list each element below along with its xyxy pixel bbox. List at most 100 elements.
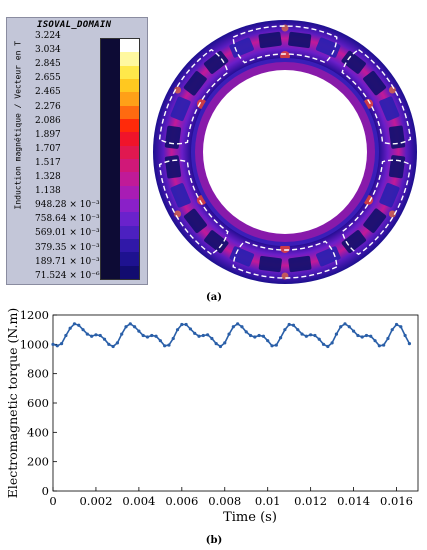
data-point [184, 322, 188, 327]
data-point [270, 344, 274, 348]
legend-axis-label: Induction magnétique / Vecteur en T [13, 40, 23, 210]
y-tick-label: 400 [27, 425, 49, 439]
legend-swatch-dark [101, 185, 120, 199]
x-axis-label: Time (s) [223, 510, 277, 525]
data-point [231, 325, 235, 329]
data-point [278, 336, 283, 340]
y-tick-label: 800 [27, 367, 49, 381]
stator-slot [315, 37, 341, 58]
data-point [218, 344, 223, 349]
legend-swatch-dark [101, 118, 120, 133]
legend-swatch [120, 252, 139, 266]
y-tick-label: 600 [27, 396, 49, 410]
data-point [394, 322, 399, 327]
y-tick-label: 200 [27, 455, 49, 469]
legend-tick-label: 189.71 × 10⁻³ [35, 256, 100, 267]
legend-color-row [101, 92, 139, 106]
data-point [145, 335, 150, 339]
pole-boundary [232, 25, 338, 64]
data-point [321, 342, 326, 346]
legend-swatch [120, 65, 139, 79]
data-point [339, 325, 343, 329]
data-point [369, 334, 373, 338]
x-tick-labels: 0 0.002 0.004 0.006 0.008 0.01 0.012 0.014 0.016 [49, 494, 413, 508]
data-point [154, 334, 158, 338]
legend-color-row [101, 252, 139, 266]
legend-swatch-dark [101, 158, 120, 173]
stator-slot [363, 208, 387, 233]
data-point [244, 330, 248, 334]
data-point [64, 333, 68, 338]
legend-color-row [101, 78, 139, 93]
x-tick-label: 0.01 [255, 494, 281, 508]
legend-tick-label: 1.707 [35, 143, 61, 154]
data-point [399, 325, 403, 329]
legend-swatch-dark [101, 145, 120, 159]
data-point [364, 333, 369, 338]
bore [203, 70, 367, 234]
legend-swatch-dark [101, 132, 120, 146]
data-point [72, 322, 77, 326]
stator-slot [164, 155, 182, 179]
legend-color-row [101, 172, 139, 186]
x-tick-label: 0 [49, 494, 56, 508]
legend-color-row [101, 145, 139, 159]
pole-boundary [158, 159, 229, 256]
data-point [227, 332, 231, 336]
legend-swatch [120, 265, 139, 279]
pole-boundary [341, 48, 412, 145]
legend-swatch [120, 172, 139, 186]
data-point [102, 337, 107, 341]
data-point [330, 341, 334, 345]
stator-slot [288, 255, 312, 273]
legend-swatch [120, 158, 139, 173]
stator-slot [229, 246, 255, 267]
legend-swatch-dark [101, 225, 120, 239]
data-point [253, 335, 257, 339]
stator-slot [229, 37, 254, 58]
data-point [158, 339, 162, 343]
stator-slot [258, 255, 282, 273]
stator-slot [341, 50, 366, 74]
x-tick-label: 0.012 [294, 494, 327, 508]
motor-flux-density-map [153, 20, 417, 284]
legend-tick-label: 948.28 × 10⁻³ [35, 200, 100, 211]
stator-slot [288, 31, 312, 49]
legend-color-row [101, 185, 139, 199]
legend-color-row [101, 265, 139, 279]
y-tick-label: 1200 [20, 308, 49, 322]
data-point [313, 333, 317, 338]
data-point [261, 334, 266, 338]
data-point [51, 342, 55, 346]
legend-tick-label: 379.35 × 10⁻³ [35, 242, 100, 253]
legend-swatch [120, 145, 139, 159]
data-point [197, 334, 201, 338]
pole-boundary [341, 159, 412, 256]
legend-swatch [120, 238, 139, 253]
y-axis-label: Electromagnetic torque (N.m) [5, 308, 20, 498]
plot-frame [52, 314, 419, 492]
data-point [382, 343, 386, 347]
data-point [360, 335, 364, 339]
torque-chart: 0 200 400 600 800 1000 1200 0 0.002 0.004 0.006 0.… [5, 308, 419, 525]
legend-tick-label: 1.897 [35, 129, 61, 140]
data-point [334, 332, 339, 336]
legend-color-row [101, 39, 139, 53]
legend-swatch-dark [101, 198, 120, 213]
stator-slot [164, 125, 182, 149]
stator-slot [363, 70, 387, 96]
chart-axes [52, 314, 419, 492]
data-point [343, 322, 347, 326]
legend-swatch-dark [101, 52, 120, 66]
stator-slot [388, 155, 406, 179]
legend-tick-label: 2.845 [35, 59, 61, 70]
data-point [205, 333, 210, 337]
pole-boundary [158, 48, 229, 145]
stator-slot [183, 208, 207, 234]
legend-color-row [101, 198, 139, 213]
data-point [240, 325, 244, 329]
data-point [128, 322, 132, 326]
data-point [81, 328, 85, 332]
data-point [403, 333, 407, 338]
legend-swatch-dark [101, 212, 120, 226]
